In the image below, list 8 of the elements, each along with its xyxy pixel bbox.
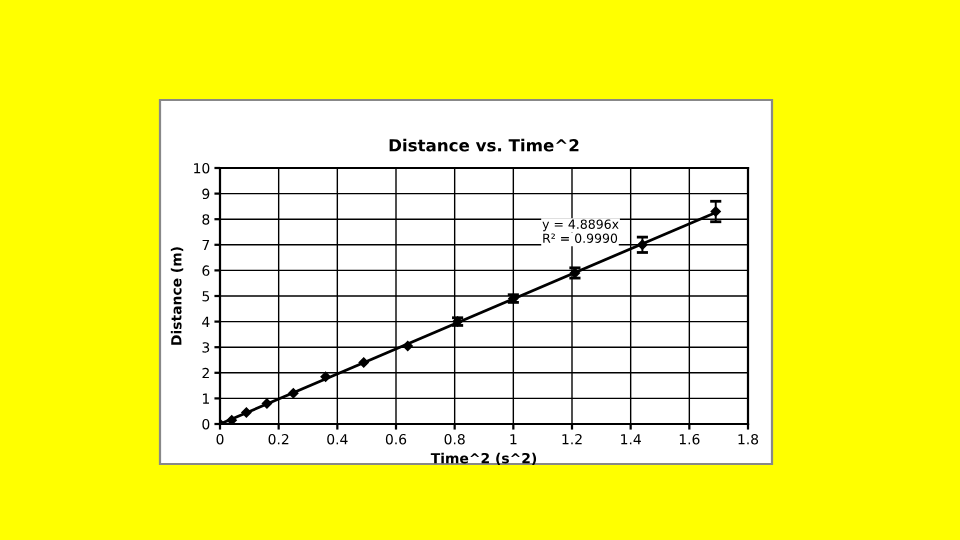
point [402,340,413,351]
chart-title: Distance vs. Time^2 [389,138,579,152]
point [288,388,299,399]
point [262,398,272,409]
point [320,371,331,382]
point [241,407,252,418]
point [226,415,237,424]
point [358,357,369,368]
